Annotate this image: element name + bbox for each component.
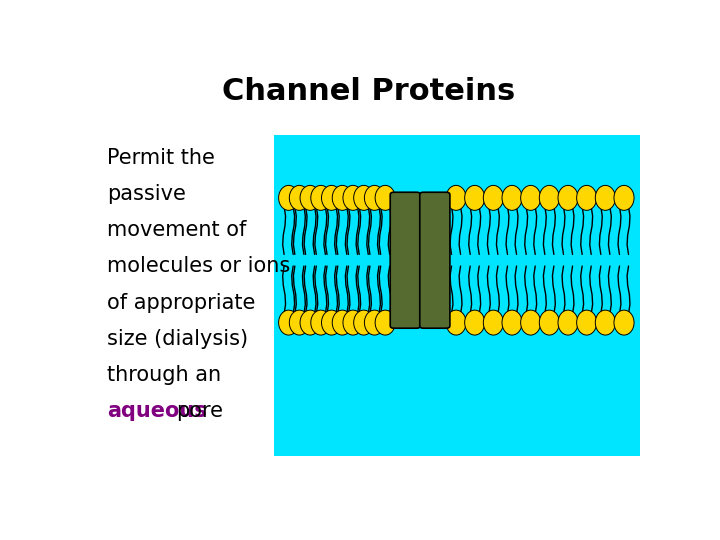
Ellipse shape	[595, 310, 616, 335]
Text: size (dialysis): size (dialysis)	[107, 329, 248, 349]
Ellipse shape	[446, 310, 466, 335]
Ellipse shape	[558, 185, 578, 210]
Ellipse shape	[300, 185, 320, 210]
Ellipse shape	[375, 310, 395, 335]
Ellipse shape	[354, 310, 374, 335]
Text: Channel Proteins: Channel Proteins	[222, 77, 516, 106]
Text: Permit the: Permit the	[107, 148, 215, 168]
Ellipse shape	[311, 310, 331, 335]
Ellipse shape	[577, 185, 597, 210]
Ellipse shape	[577, 310, 597, 335]
Ellipse shape	[558, 310, 578, 335]
Ellipse shape	[614, 310, 634, 335]
Ellipse shape	[354, 185, 374, 210]
Ellipse shape	[464, 185, 485, 210]
Ellipse shape	[279, 185, 299, 210]
Ellipse shape	[521, 185, 541, 210]
Ellipse shape	[332, 310, 352, 335]
Text: molecules or ions: molecules or ions	[107, 256, 290, 276]
Ellipse shape	[375, 185, 395, 210]
Ellipse shape	[364, 310, 384, 335]
Ellipse shape	[322, 185, 341, 210]
Ellipse shape	[483, 185, 503, 210]
Bar	[274, 136, 639, 456]
Ellipse shape	[279, 310, 299, 335]
Ellipse shape	[502, 310, 522, 335]
Ellipse shape	[322, 310, 341, 335]
Ellipse shape	[364, 185, 384, 210]
Ellipse shape	[614, 185, 634, 210]
FancyBboxPatch shape	[420, 192, 450, 328]
Text: aqueous: aqueous	[107, 401, 207, 421]
Ellipse shape	[595, 185, 616, 210]
Ellipse shape	[539, 310, 559, 335]
Text: pore: pore	[176, 401, 223, 421]
Ellipse shape	[502, 185, 522, 210]
Ellipse shape	[311, 185, 331, 210]
Text: passive: passive	[107, 184, 186, 204]
Text: of appropriate: of appropriate	[107, 293, 255, 313]
Ellipse shape	[332, 185, 352, 210]
Text: movement of: movement of	[107, 220, 246, 240]
Ellipse shape	[521, 310, 541, 335]
Ellipse shape	[289, 185, 310, 210]
Text: through an: through an	[107, 365, 221, 385]
Ellipse shape	[343, 185, 363, 210]
Ellipse shape	[483, 310, 503, 335]
Ellipse shape	[464, 310, 485, 335]
Ellipse shape	[343, 310, 363, 335]
FancyBboxPatch shape	[390, 192, 420, 328]
Ellipse shape	[539, 185, 559, 210]
Ellipse shape	[300, 310, 320, 335]
Ellipse shape	[446, 185, 466, 210]
Ellipse shape	[289, 310, 310, 335]
